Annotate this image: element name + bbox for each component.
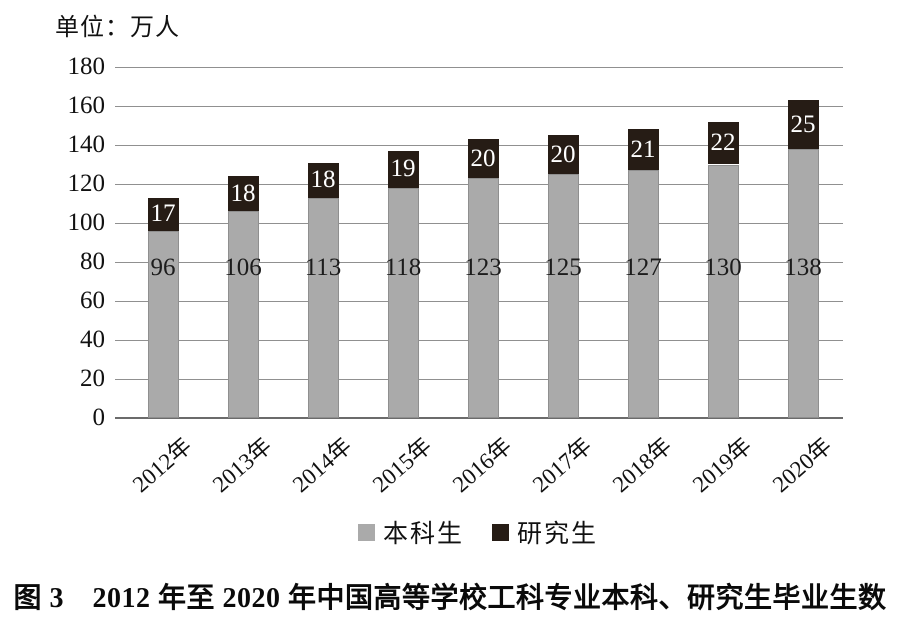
undergraduate-bar-segment bbox=[467, 178, 499, 418]
undergraduate-value-label: 127 bbox=[624, 254, 662, 281]
y-axis-tick-label: 160 bbox=[67, 92, 106, 119]
undergraduate-value-label: 96 bbox=[150, 254, 176, 281]
graduate-bar-segment bbox=[547, 135, 579, 175]
y-axis-tick-label: 20 bbox=[80, 365, 105, 392]
graduate-value-label: 20 bbox=[470, 144, 496, 172]
y-axis-unit-label: 单位：万人 bbox=[55, 15, 180, 41]
undergraduate-bar-segment bbox=[547, 174, 579, 418]
graduate-bar-segment bbox=[627, 129, 659, 171]
legend-item: 本科生 bbox=[357, 514, 464, 550]
grid-line bbox=[115, 105, 843, 107]
y-axis-tick-label: 40 bbox=[80, 326, 105, 353]
y-axis-tick-label: 120 bbox=[67, 170, 106, 197]
undergraduate-value-label: 106 bbox=[224, 254, 262, 281]
graduate-bar-segment bbox=[387, 150, 419, 188]
y-axis-tick-label: 0 bbox=[92, 404, 106, 431]
undergraduate-bar-segment bbox=[147, 230, 179, 418]
graduate-value-label: 22 bbox=[710, 129, 736, 157]
graduate-value-label: 18 bbox=[310, 166, 336, 194]
stacked-bar-chart: 0 20 40 60 80 100 120 140 160 180 96 17 2012年 106 18 20… bbox=[67, 53, 843, 497]
figure-caption: 图 3 2012 年至 2020 年中国高等学校工科专业本科、研究生毕业生数 bbox=[13, 583, 887, 614]
graduate-value-label: 17 bbox=[150, 200, 176, 228]
undergraduate-bar-segment bbox=[707, 164, 739, 418]
graduate-bar-segment bbox=[307, 162, 339, 198]
graduate-value-label: 21 bbox=[630, 135, 656, 163]
y-axis-tick-label: 140 bbox=[67, 131, 106, 158]
undergraduate-bar-segment bbox=[387, 187, 419, 418]
grid-line bbox=[115, 66, 843, 68]
graduate-value-label: 19 bbox=[390, 155, 416, 183]
y-axis-tick-label: 180 bbox=[67, 53, 106, 80]
undergraduate-value-label: 118 bbox=[384, 254, 422, 281]
undergraduate-bar-segment bbox=[307, 197, 339, 418]
graduate-value-label: 25 bbox=[790, 110, 816, 138]
undergraduate-value-label: 138 bbox=[784, 254, 822, 281]
chart-legend: 本科生 研究生 bbox=[28, 514, 900, 550]
graduate-bar-segment bbox=[227, 176, 259, 212]
undergraduate-bar-segment bbox=[227, 211, 259, 418]
legend-label: 研究生 bbox=[517, 521, 599, 548]
undergraduate-value-label: 125 bbox=[544, 254, 582, 281]
graduate-bar-segment bbox=[787, 100, 819, 149]
undergraduate-value-label: 123 bbox=[464, 254, 502, 281]
graduate-bar-segment bbox=[147, 197, 179, 231]
graduate-value-label: 18 bbox=[230, 179, 256, 207]
legend-label: 本科生 bbox=[382, 521, 464, 548]
undergraduate-bar-segment bbox=[627, 170, 659, 418]
graduate-bar-segment bbox=[707, 121, 739, 165]
x-axis-line bbox=[115, 417, 843, 419]
undergraduate-value-label: 130 bbox=[704, 254, 742, 281]
undergraduate-bar-segment bbox=[787, 148, 819, 418]
legend-item: 研究生 bbox=[492, 514, 598, 550]
graduate-value-label: 20 bbox=[550, 140, 576, 168]
y-axis-tick-label: 80 bbox=[80, 248, 105, 275]
legend-swatch-graduate bbox=[492, 523, 509, 541]
undergraduate-value-label: 113 bbox=[304, 254, 342, 281]
y-axis-tick-label: 60 bbox=[80, 287, 105, 314]
legend-swatch-undergraduate bbox=[357, 523, 375, 541]
y-axis-tick-label: 100 bbox=[67, 209, 106, 236]
graduate-bar-segment bbox=[467, 139, 499, 179]
